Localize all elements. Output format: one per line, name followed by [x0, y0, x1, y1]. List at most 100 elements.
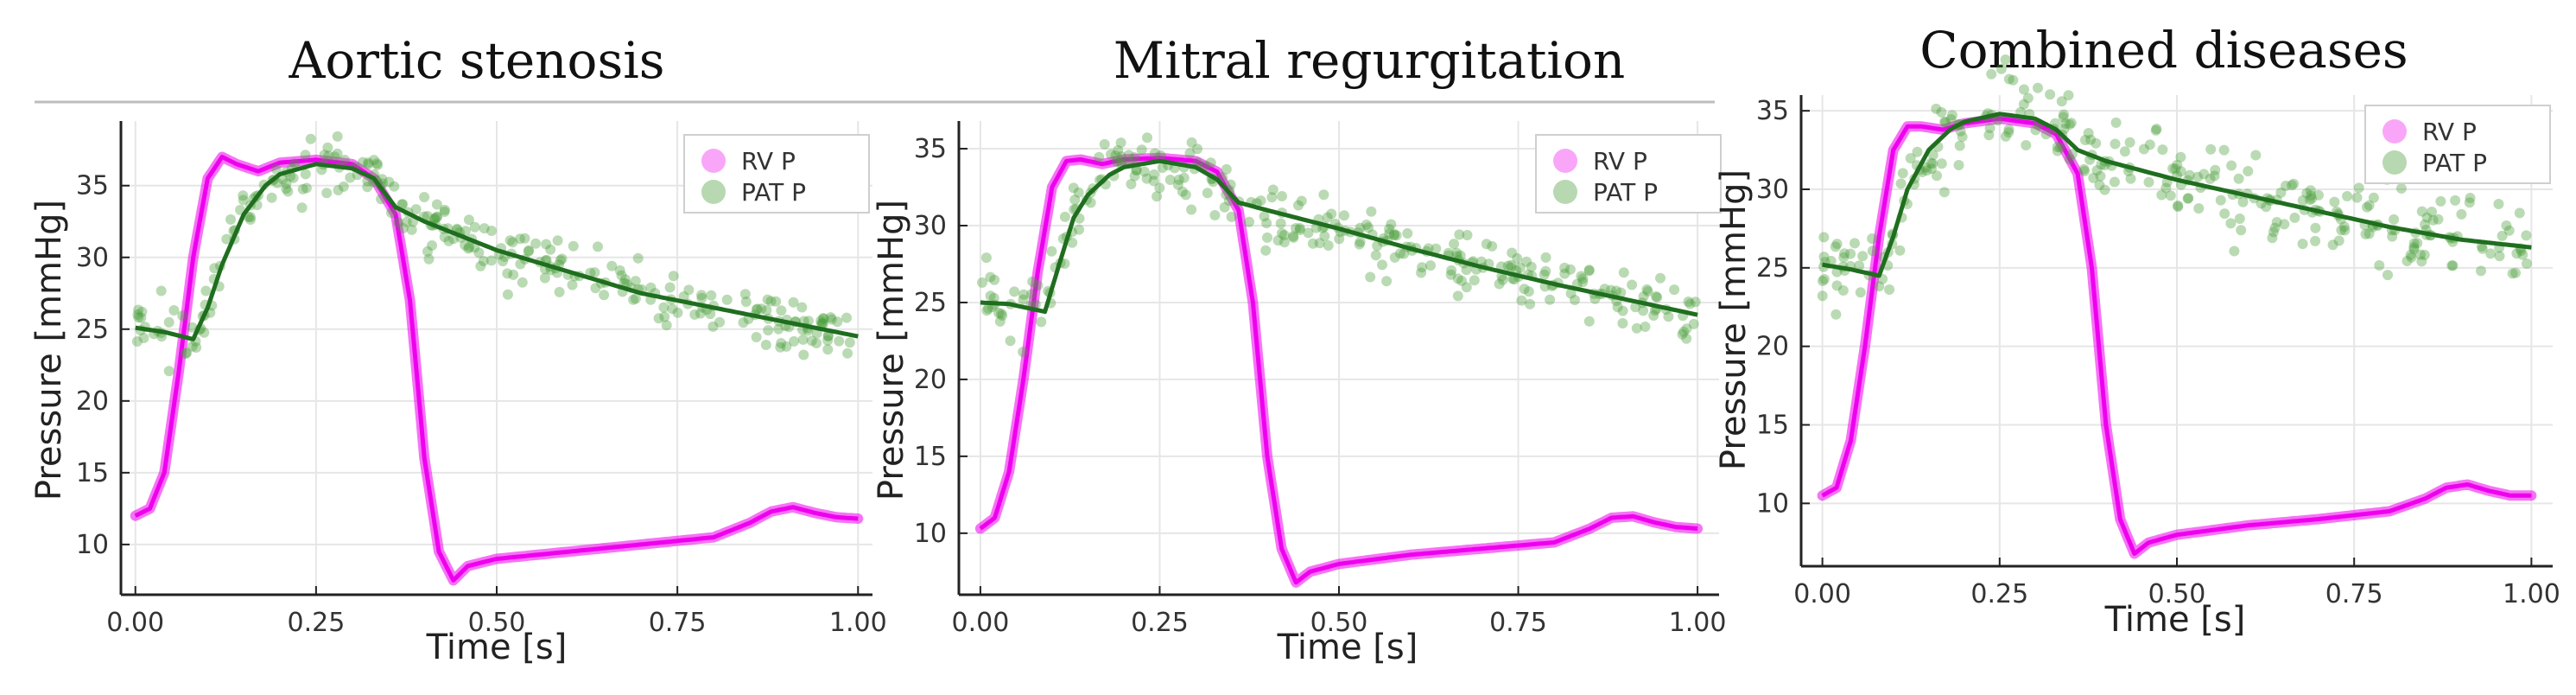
legend-marker-pat	[701, 180, 726, 204]
pat-point	[2054, 142, 2065, 153]
pat-point	[1627, 279, 1638, 290]
pat-point	[705, 309, 716, 320]
pat-point	[1389, 252, 1400, 263]
pat-point	[1068, 182, 1079, 194]
pat-point	[523, 245, 535, 256]
pat-point	[1451, 247, 1462, 258]
pat-point	[822, 335, 834, 346]
pat-point	[431, 212, 442, 223]
pat-point	[1690, 296, 1701, 308]
pat-point	[1113, 144, 1124, 156]
pat-point	[2275, 187, 2287, 198]
pat-point	[2063, 90, 2074, 101]
pat-point	[1497, 274, 1508, 285]
pat-point	[1142, 132, 1152, 143]
pat-point	[1577, 277, 1589, 288]
x-tick-label: 0.75	[1489, 608, 1547, 638]
pat-point	[358, 156, 368, 168]
pat-point	[1986, 68, 1997, 80]
pat-point	[2066, 149, 2078, 160]
pat-point	[1416, 267, 1427, 278]
pat-point	[2268, 226, 2279, 238]
pat-point	[1642, 286, 1653, 297]
pat-point	[371, 158, 383, 169]
pat-point	[397, 222, 409, 233]
pat-point	[993, 308, 1005, 319]
pat-point	[1576, 271, 1587, 282]
pat-point	[1818, 232, 1830, 243]
pat-point	[2175, 166, 2186, 177]
pat-point	[738, 317, 749, 328]
pat-fit-path	[980, 158, 1698, 317]
pat-point	[432, 211, 443, 222]
pat-point	[1381, 276, 1393, 287]
pat-point	[1677, 328, 1688, 340]
pat-point	[1154, 182, 1165, 194]
pat-point	[1384, 224, 1395, 234]
pat-point	[2237, 196, 2249, 207]
pat-point	[1318, 189, 1329, 201]
pat-point	[2450, 194, 2461, 206]
pat-point	[2045, 89, 2056, 100]
y-tick-label: 30	[76, 243, 109, 273]
pat-point	[606, 260, 618, 271]
pat-point	[300, 169, 311, 180]
pat-point	[696, 290, 707, 301]
pat-point	[811, 338, 822, 348]
pat-point	[1652, 292, 1663, 303]
y-tick-label: 20	[76, 386, 109, 417]
pat-point	[1026, 289, 1037, 300]
pat-point	[1303, 227, 1314, 239]
pat-point	[1456, 275, 1467, 286]
pat-point	[2236, 225, 2247, 236]
x-axis-label: Time [s]	[2104, 600, 2246, 640]
pat-point	[2138, 143, 2149, 155]
pat-point	[2406, 252, 2417, 263]
pat-point	[523, 245, 534, 257]
pat-point	[1926, 157, 1937, 169]
pat-point	[2517, 249, 2528, 260]
panel-aortic-stenosis: Aortic stenosis 0.00 0.25 0.50 0.75 1.00…	[29, 31, 887, 667]
pat-point	[2501, 220, 2512, 231]
pat-point	[1244, 216, 1254, 227]
y-axis-label: Pressure [mmHg]	[1714, 169, 1754, 470]
pat-fit-line	[135, 162, 859, 341]
panel-mitral-regurgitation: Mitral regurgitation 0.00 0.25 0.50 0.75…	[872, 31, 1726, 667]
pat-point	[132, 309, 143, 320]
pat-scatter	[1817, 54, 2532, 320]
pat-point	[2336, 225, 2347, 236]
pat-point	[1894, 245, 1906, 256]
pat-point	[1617, 305, 1628, 316]
pat-point	[266, 192, 277, 203]
chart-title: Combined diseases	[1919, 21, 2408, 80]
pat-point	[659, 311, 670, 322]
pat-point	[2267, 233, 2278, 244]
pat-point	[1307, 238, 1318, 249]
pat-point	[517, 277, 528, 288]
pat-point	[762, 294, 773, 305]
pat-point	[761, 305, 772, 316]
pat-point	[1936, 106, 1947, 118]
panel-combined-diseases: Combined diseases 0.00 0.25 0.50 0.75 1.…	[1714, 21, 2560, 640]
pat-point	[376, 194, 387, 205]
pat-point	[1678, 326, 1690, 337]
pat-point	[844, 337, 855, 348]
pat-point	[1838, 252, 1850, 263]
x-tick-label: 0.50	[1310, 608, 1368, 638]
pat-point	[614, 265, 625, 276]
pat-point	[321, 188, 333, 199]
rv-pressure-band	[1817, 113, 2537, 559]
pat-point	[1018, 294, 1029, 305]
pat-point	[1831, 280, 1843, 291]
pat-point	[2503, 225, 2515, 236]
pat-point	[2085, 134, 2097, 145]
pat-point	[630, 276, 641, 287]
pat-point	[519, 233, 530, 244]
y-tick-label: 35	[76, 171, 109, 201]
x-tick-labels: 0.00 0.25 0.50 0.75 1.00	[1793, 579, 2560, 609]
x-axis-label: Time [s]	[1277, 628, 1418, 667]
pat-point	[225, 214, 236, 225]
pat-point	[2522, 258, 2532, 269]
pat-point	[2510, 267, 2521, 278]
pat-point	[427, 240, 437, 251]
